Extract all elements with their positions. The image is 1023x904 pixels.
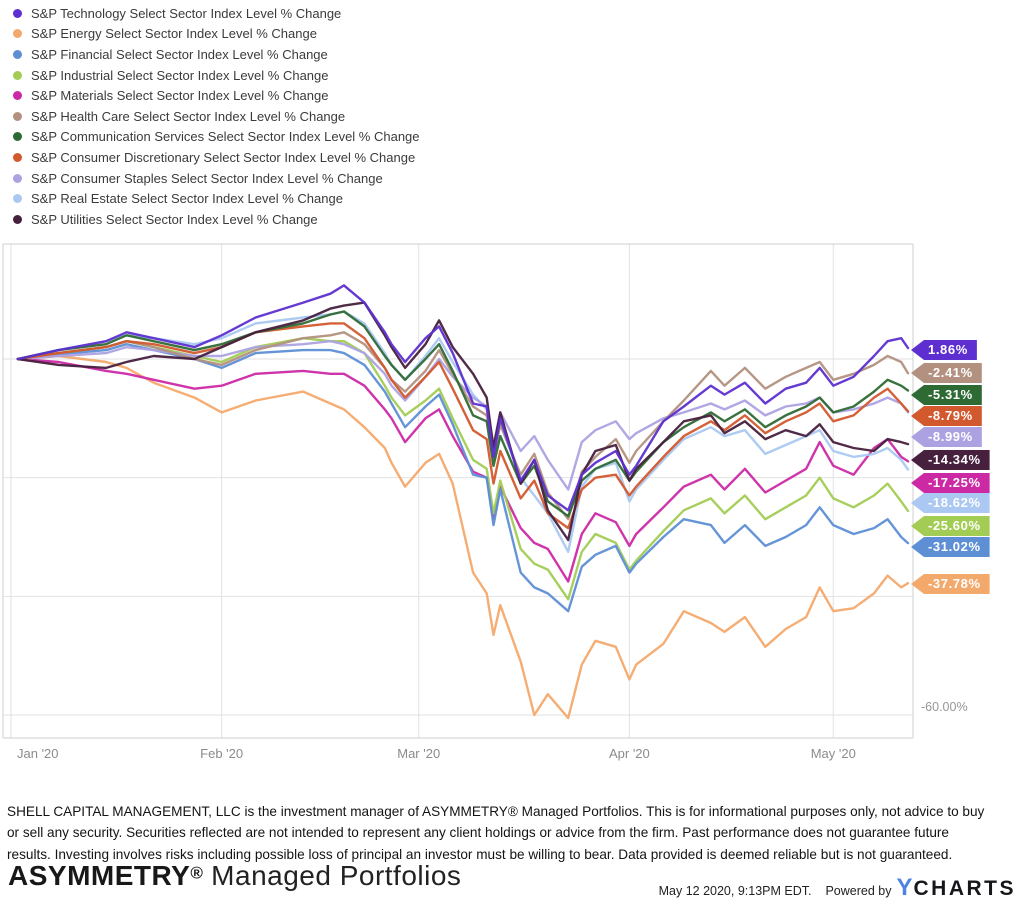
legend-dot-icon: [13, 8, 22, 18]
value-tag-discretionary: -8.79%: [911, 406, 982, 426]
series-line-energy: [16, 354, 910, 720]
disclaimer-line: SHELL CAPITAL MANAGEMENT, LLC is the inv…: [7, 804, 985, 819]
legend-item: S&P Real Estate Select Sector Index Leve…: [13, 188, 420, 209]
value-tag-healthcare: -2.41%: [911, 363, 982, 383]
y-axis-tick-label: -60.00%: [921, 700, 968, 714]
legend-item: S&P Energy Select Sector Index Level % C…: [13, 24, 420, 45]
legend-item: S&P Technology Select Sector Index Level…: [13, 3, 420, 24]
legend-item-label: S&P Utilities Select Sector Index Level …: [31, 211, 318, 227]
series-line-industrial: [16, 336, 910, 601]
ycharts-logo: YCHARTS: [896, 874, 1016, 901]
legend-dot-icon: [13, 91, 22, 101]
legend-item: S&P Materials Select Sector Index Level …: [13, 85, 420, 106]
legend-item: S&P Industrial Select Sector Index Level…: [13, 65, 420, 86]
legend-dot-icon: [13, 49, 22, 59]
legend-item-label: S&P Health Care Select Sector Index Leve…: [31, 108, 346, 124]
legend-dot-icon: [13, 173, 22, 183]
brand-wordmark: ASYMMETRY® Managed Portfolios: [8, 860, 461, 892]
series-line-discretionary: [16, 322, 910, 530]
powered-by-label: Powered by: [825, 884, 892, 898]
legend-item-label: S&P Communication Services Select Sector…: [31, 129, 420, 145]
x-axis-tick-label: Jan '20: [17, 746, 59, 761]
timestamp: May 12 2020, 9:13PM EDT.: [658, 884, 812, 898]
value-tag-realestate: -18.62%: [911, 493, 990, 513]
x-axis-tick-label: Feb '20: [200, 746, 243, 761]
legend-item-label: S&P Consumer Discretionary Select Sector…: [31, 149, 416, 165]
legend-item-label: S&P Real Estate Select Sector Index Leve…: [31, 191, 343, 207]
x-axis-tick-label: May '20: [811, 746, 856, 761]
legend-item-label: S&P Industrial Select Sector Index Level…: [31, 67, 329, 83]
legend-item: S&P Communication Services Select Sector…: [13, 127, 420, 148]
legend-dot-icon: [13, 214, 22, 224]
legend-item: S&P Consumer Staples Select Sector Index…: [13, 168, 420, 189]
disclaimer-line: results. Investing involves risks includ…: [7, 846, 953, 862]
legend-item: S&P Utilities Select Sector Index Level …: [13, 209, 420, 230]
brand-bold-text: ASYMMETRY: [8, 860, 191, 891]
legend-item-label: S&P Technology Select Sector Index Level…: [31, 5, 342, 21]
value-tag-financial: -31.02%: [911, 537, 990, 557]
series-line-materials: [16, 357, 910, 583]
disclaimer-line: or sell any security. Securities reflect…: [7, 825, 949, 841]
legend-dot-icon: [13, 29, 22, 39]
legend-item: S&P Financial Select Sector Index Level …: [13, 44, 420, 65]
value-tag-industrial: -25.60%: [911, 516, 990, 536]
legend-item-label: S&P Energy Select Sector Index Level % C…: [31, 26, 317, 42]
legend: S&P Technology Select Sector Index Level…: [13, 3, 420, 230]
value-tag-energy: -37.78%: [911, 574, 990, 594]
line-chart: Jan '20 Feb '20 Mar '20 Apr '20 May '20 -60.0…: [2, 243, 968, 761]
ycharts-y-glyph: Y: [896, 874, 914, 901]
value-tag-comm: -5.31%: [911, 385, 982, 405]
legend-dot-icon: [13, 70, 22, 80]
registered-mark: ®: [190, 863, 203, 883]
series-line-comm: [16, 310, 910, 518]
series-line-financial: [16, 342, 910, 613]
legend-item: S&P Consumer Discretionary Select Sector…: [13, 147, 420, 168]
legend-item: S&P Health Care Select Sector Index Leve…: [13, 106, 420, 127]
chart-plot-area: Jan '20 Feb '20 Mar '20 Apr '20 May '20 -60.0…: [0, 240, 1023, 785]
legend-item-label: S&P Financial Select Sector Index Level …: [31, 46, 328, 62]
legend-dot-icon: [13, 111, 22, 121]
series-line-tech: [16, 284, 910, 512]
x-axis-tick-label: Mar '20: [397, 746, 440, 761]
legend-item-label: S&P Materials Select Sector Index Level …: [31, 88, 329, 104]
legend-dot-icon: [13, 132, 22, 142]
chart-meta: May 12 2020, 9:13PM EDT. Powered by YCHA…: [659, 874, 1016, 902]
x-axis-tick-label: Apr '20: [609, 746, 650, 761]
series-line-staples: [16, 339, 910, 491]
value-tag-materials: -17.25%: [911, 473, 990, 493]
legend-item-label: S&P Consumer Staples Select Sector Index…: [31, 170, 383, 186]
legend-dot-icon: [13, 152, 22, 162]
value-tag-tech: 1.86%: [911, 340, 977, 360]
series-line-realestate: [16, 310, 910, 553]
value-tag-utilities: -14.34%: [911, 450, 990, 470]
brand-regular-text: Managed Portfolios: [202, 860, 462, 891]
series-line-healthcare: [16, 331, 910, 521]
value-tag-staples: -8.99%: [911, 427, 982, 447]
legend-dot-icon: [13, 194, 22, 204]
disclaimer-text: SHELL CAPITAL MANAGEMENT, LLC is the inv…: [7, 801, 1019, 865]
